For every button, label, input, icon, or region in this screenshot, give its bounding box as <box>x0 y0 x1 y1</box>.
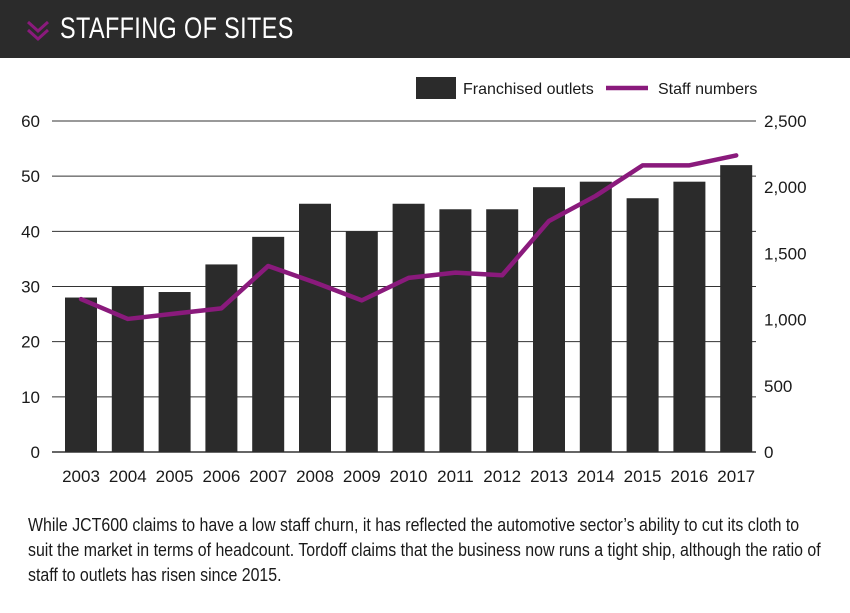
legend: Franchised outlets Staff numbers <box>416 77 757 99</box>
y-right-tick-label: 2,000 <box>764 178 807 197</box>
x-tick-label: 2010 <box>390 467 428 486</box>
y-right-tick-label: 0 <box>764 443 773 462</box>
x-tick-label: 2013 <box>530 467 568 486</box>
legend-swatch-bar <box>416 77 456 99</box>
y-left-tick-label: 30 <box>21 278 40 297</box>
y-right-tick-label: 1,500 <box>764 244 807 263</box>
legend-label-staff-numbers: Staff numbers <box>658 81 757 98</box>
x-tick-label: 2014 <box>577 467 615 486</box>
y-left-tick-label: 20 <box>21 333 40 352</box>
caption-text: While JCT600 claims to have a low staff … <box>28 514 821 585</box>
chart: 0 10 20 30 40 50 60 0 500 1,000 1,500 2,000 2,500 200… <box>21 77 807 486</box>
bar <box>65 297 97 452</box>
x-tick-label: 2005 <box>156 467 194 486</box>
page-title: STAFFING OF SITES <box>60 12 294 45</box>
y-left-tick-label: 40 <box>21 222 40 241</box>
x-tick-label: 2007 <box>249 467 287 486</box>
x-tick-label: 2004 <box>109 467 147 486</box>
bar <box>626 198 659 452</box>
bar <box>392 203 425 452</box>
header-bar: STAFFING OF SITES <box>0 0 850 58</box>
x-tick-label: 2009 <box>343 467 381 486</box>
y-left-tick-label: 10 <box>21 388 40 407</box>
bar <box>533 187 565 452</box>
x-tick-label: 2006 <box>202 467 240 486</box>
bar <box>345 231 378 452</box>
bar <box>673 181 706 452</box>
x-tick-label: 2017 <box>717 467 755 486</box>
y-left-tick-label: 60 <box>21 112 40 131</box>
bar <box>299 203 331 452</box>
y-left-tick-label: 50 <box>21 167 40 186</box>
y-right-tick-label: 2,500 <box>764 112 807 131</box>
bar <box>111 286 144 452</box>
bar <box>205 264 238 452</box>
x-tick-label: 2015 <box>624 467 662 486</box>
bar <box>158 292 191 452</box>
bar <box>439 209 472 452</box>
legend-label-franchised-outlets: Franchised outlets <box>463 81 594 98</box>
x-tick-label: 2011 <box>437 467 474 486</box>
y-right-tick-label: 1,000 <box>764 311 807 330</box>
x-tick-label: 2003 <box>62 467 100 486</box>
y-left-tick-label: 0 <box>31 443 40 462</box>
bar <box>579 181 612 452</box>
double-chevron-down-icon <box>26 20 50 42</box>
y-right-tick-label: 500 <box>764 377 792 396</box>
bar <box>486 209 519 452</box>
x-tick-label: 2008 <box>296 467 334 486</box>
x-tick-label: 2012 <box>483 467 521 486</box>
bar <box>720 165 753 452</box>
x-tick-label: 2016 <box>670 467 708 486</box>
